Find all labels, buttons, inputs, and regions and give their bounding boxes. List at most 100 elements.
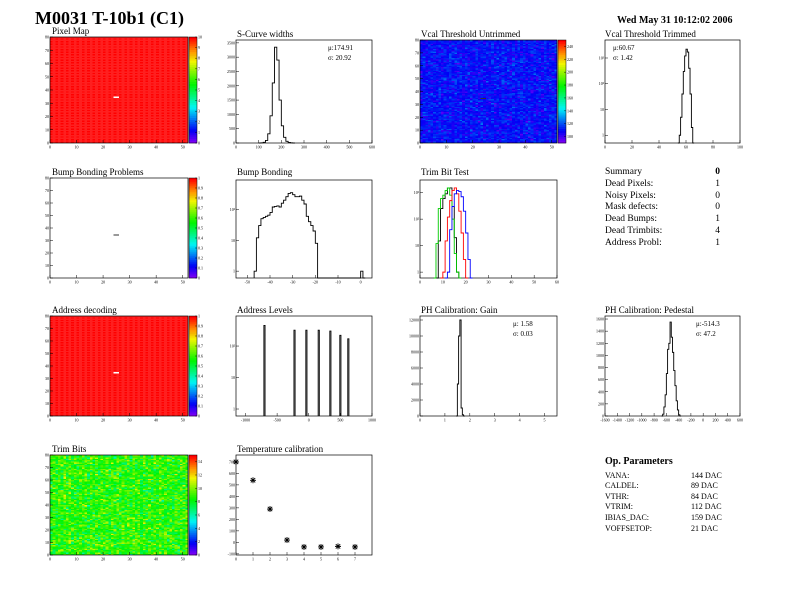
op-param-label: CALDEL: bbox=[605, 481, 639, 491]
palette-step bbox=[189, 334, 197, 337]
y-tick-label: 70 bbox=[415, 50, 419, 55]
palette-step bbox=[189, 509, 197, 512]
y-tick-label: 20 bbox=[415, 115, 419, 120]
histogram-series bbox=[253, 192, 366, 279]
plot-frame bbox=[49, 454, 189, 556]
palette-step bbox=[189, 75, 197, 78]
palette-step bbox=[189, 410, 197, 413]
palette-step bbox=[189, 491, 197, 494]
data-point bbox=[335, 543, 341, 550]
data-point bbox=[250, 477, 256, 484]
palette-step bbox=[558, 126, 566, 129]
palette-step bbox=[189, 320, 197, 323]
palette-step bbox=[558, 107, 566, 111]
palette-step bbox=[558, 83, 566, 86]
y-tick-label: 10000 bbox=[409, 334, 419, 339]
x-tick-label: -1400 bbox=[613, 418, 622, 423]
palette-step bbox=[558, 128, 566, 131]
y-tick-label: 1 bbox=[602, 133, 604, 138]
palette-step bbox=[189, 356, 197, 359]
palette-step bbox=[189, 404, 197, 407]
palette-step bbox=[189, 140, 197, 144]
data-point bbox=[301, 543, 307, 550]
x-tick-label: 60 bbox=[684, 145, 688, 150]
op-param-value: 84 DAC bbox=[691, 491, 718, 501]
palette-step bbox=[189, 380, 197, 383]
palette-step bbox=[189, 362, 197, 365]
y-tick-label: 0 bbox=[47, 141, 49, 146]
palette-step bbox=[189, 186, 197, 189]
palette-step bbox=[189, 252, 197, 255]
palette-step bbox=[189, 378, 197, 381]
y-tick-label: -100 bbox=[228, 551, 235, 556]
summary-row-label: Dead Trimbits: bbox=[605, 225, 663, 236]
histogram-series bbox=[263, 325, 350, 416]
stats-mean: μ:174.91 bbox=[328, 44, 353, 52]
x-tick-label: 5 bbox=[320, 557, 322, 562]
palette-step bbox=[189, 188, 197, 191]
palette-step bbox=[189, 49, 197, 53]
palette-step bbox=[189, 66, 197, 70]
palette-step bbox=[558, 124, 566, 127]
summary-row-value: 1 bbox=[715, 214, 720, 225]
y-tick-label: 20 bbox=[45, 251, 49, 256]
palette-step bbox=[189, 366, 197, 369]
plot-frame bbox=[604, 39, 741, 144]
histogram-series bbox=[445, 190, 473, 279]
palette-step bbox=[189, 210, 197, 213]
palette-step bbox=[558, 72, 566, 76]
palette-tick-label: 0.8 bbox=[198, 196, 203, 201]
palette-step bbox=[189, 388, 197, 391]
palette-step bbox=[558, 56, 566, 59]
y-tick-label: 300 bbox=[229, 505, 235, 510]
summary-label: Summary bbox=[605, 167, 642, 177]
palette-tick-label: 5 bbox=[198, 88, 200, 93]
palette-tick-label: 0.2 bbox=[198, 394, 203, 399]
palette-tick-label: 0.9 bbox=[198, 186, 203, 191]
palette-step bbox=[189, 92, 197, 95]
palette-tick-label: 160 bbox=[567, 95, 573, 100]
palette-step bbox=[189, 106, 197, 110]
stats-sigma: σ: 47.2 bbox=[696, 330, 716, 338]
y-tick-label: 80 bbox=[45, 453, 49, 458]
x-tick-label: 4 bbox=[519, 418, 521, 423]
title-trim-bits: Trim Bits bbox=[52, 444, 87, 454]
palette-step bbox=[189, 394, 197, 397]
y-tick-label: 1000 bbox=[596, 353, 604, 358]
x-tick-label: 200 bbox=[278, 145, 284, 150]
x-tick-label: 10 bbox=[75, 145, 79, 150]
y-tick-label: 60 bbox=[415, 63, 419, 68]
x-tick-label: -200 bbox=[687, 418, 694, 423]
palette-tick-label: 1 bbox=[198, 314, 200, 319]
y-tick-label: 2000 bbox=[227, 83, 235, 88]
op-param-value: 159 DAC bbox=[691, 512, 722, 522]
panel-address-decoding: 00.10.20.30.40.50.60.70.80.910 10 20 30 40 50… bbox=[45, 314, 203, 423]
palette-step bbox=[558, 105, 566, 109]
y-tick-label: 10² bbox=[230, 207, 236, 212]
palette-step bbox=[558, 46, 566, 49]
x-tick-label: 20 bbox=[101, 145, 105, 150]
palette-step bbox=[189, 276, 197, 279]
x-tick-label: -1600 bbox=[600, 418, 609, 423]
palette-step bbox=[189, 501, 197, 504]
palette-step bbox=[189, 83, 197, 87]
palette-tick-label: 6 bbox=[198, 513, 200, 518]
y-tick-label: 12000 bbox=[409, 318, 419, 323]
palette-tick-label: 0.6 bbox=[198, 216, 203, 221]
y-tick-label: 10³ bbox=[599, 55, 605, 60]
palette-step bbox=[558, 85, 566, 88]
palette-step bbox=[558, 134, 566, 138]
y-tick-label: 70 bbox=[45, 48, 49, 53]
x-tick-label: 40 bbox=[154, 418, 158, 423]
palette-tick-label: 10 bbox=[198, 486, 202, 491]
y-tick-label: 50 bbox=[45, 74, 49, 79]
palette-step bbox=[189, 481, 197, 484]
palette-step bbox=[189, 473, 197, 476]
y-tick-label: 20 bbox=[45, 528, 49, 533]
palette-step bbox=[189, 204, 197, 207]
x-tick-label: 6 bbox=[337, 557, 339, 562]
x-tick-label: 50 bbox=[181, 145, 185, 150]
palette-tick-label: 0 bbox=[198, 276, 200, 281]
palette-step bbox=[189, 338, 197, 341]
y-tick-label: 1600 bbox=[596, 317, 604, 322]
